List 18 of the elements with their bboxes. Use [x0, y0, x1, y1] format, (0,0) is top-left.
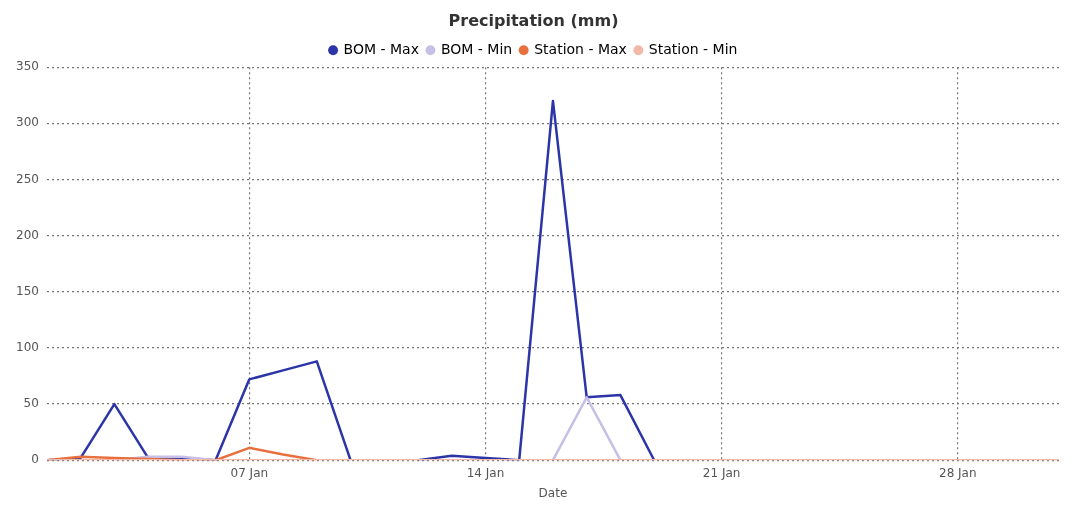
legend-label: BOM - Max	[343, 40, 419, 57]
y-tick-label: 350	[16, 59, 39, 74]
x-tick-label: 21 Jan	[702, 465, 741, 480]
y-tick-label: 250	[16, 171, 39, 186]
x-tick-label: 28 Jan	[938, 465, 977, 480]
legend-label: Station - Max	[534, 40, 627, 57]
legend-label: BOM - Min	[440, 40, 513, 57]
legend-label: Station - Min	[648, 40, 738, 57]
y-tick-label: 50	[23, 396, 39, 411]
x-axis-title: Date	[538, 485, 568, 500]
x-tick-label: 07 Jan	[230, 465, 269, 480]
y-tick-label: 300	[16, 115, 39, 130]
y-tick-label: 200	[16, 227, 39, 242]
y-tick-label: 100	[16, 340, 39, 355]
x-tick-label: 14 Jan	[466, 465, 505, 480]
y-tick-label: 0	[31, 452, 39, 467]
y-tick-label: 150	[16, 283, 39, 298]
chart-title: Precipitation (mm)	[448, 10, 619, 30]
